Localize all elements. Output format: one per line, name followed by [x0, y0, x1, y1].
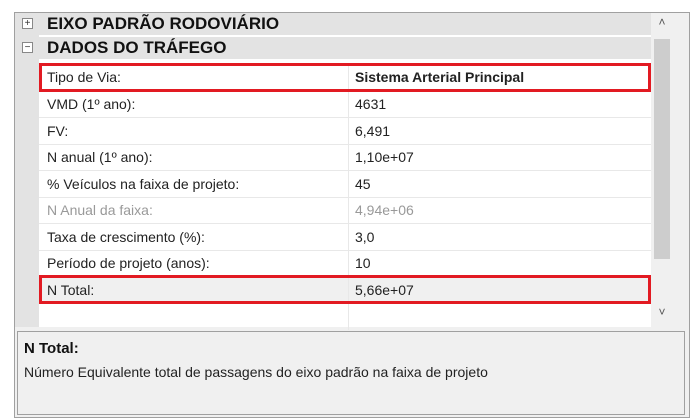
category-dados-trafego[interactable]: − DADOS DO TRÁFEGO [15, 37, 651, 59]
property-grid: + EIXO PADRÃO RODOVIÁRIO − DADOS DO TRÁF… [15, 13, 651, 330]
help-description: Número Equivalente total de passagens do… [24, 364, 488, 380]
row-value: 4,94e+06 [355, 202, 414, 218]
category-label: EIXO PADRÃO RODOVIÁRIO [47, 14, 280, 33]
row-label: N Anual da faixa: [47, 202, 153, 218]
row-n-total[interactable]: N Total: 5,66e+07 [39, 277, 651, 304]
row-n-anual[interactable]: N anual (1º ano): 1,10e+07 [39, 144, 651, 171]
row-value[interactable]: 45 [355, 176, 371, 192]
row-label: FV: [47, 123, 69, 139]
row-value[interactable]: 6,491 [355, 123, 391, 139]
row-fv[interactable]: FV: 6,491 [39, 118, 651, 145]
scrollbar-thumb[interactable] [654, 39, 670, 259]
row-value[interactable]: 5,66e+07 [355, 282, 414, 298]
row-veiculos-faixa[interactable]: % Veículos na faixa de projeto: 45 [39, 171, 651, 198]
highlight-box-n-total [39, 275, 651, 304]
grid-gutter [15, 13, 39, 327]
category-eixo-padrao[interactable]: + EIXO PADRÃO RODOVIÁRIO [15, 13, 651, 35]
row-taxa-crescimento[interactable]: Taxa de crescimento (%): 3,0 [39, 224, 651, 251]
scroll-up-icon[interactable]: ˄ [658, 15, 666, 29]
row-label: % Veículos na faixa de projeto: [47, 176, 240, 192]
collapse-icon[interactable]: − [22, 42, 33, 53]
help-title: N Total: [24, 340, 79, 357]
row-n-anual-faixa[interactable]: N Anual da faixa: 4,94e+06 [39, 197, 651, 224]
expand-icon[interactable]: + [22, 18, 33, 29]
row-label: Tipo de Via: [47, 69, 121, 85]
highlight-box-tipo-de-via [39, 63, 651, 92]
row-value[interactable]: 1,10e+07 [355, 149, 414, 165]
help-panel: N Total: Número Equivalente total de pas… [17, 331, 685, 415]
vertical-scrollbar[interactable]: ˄ ˅ [651, 13, 673, 327]
row-label: VMD (1º ano): [47, 96, 136, 112]
row-value[interactable]: 3,0 [355, 229, 375, 245]
row-empty [39, 304, 651, 330]
scroll-down-icon[interactable]: ˅ [658, 305, 666, 319]
property-grid-panel: + EIXO PADRÃO RODOVIÁRIO − DADOS DO TRÁF… [14, 12, 690, 418]
row-periodo-projeto[interactable]: Período de projeto (anos): 10 [39, 250, 651, 277]
category-label: DADOS DO TRÁFEGO [47, 38, 227, 57]
row-vmd[interactable]: VMD (1º ano): 4631 [39, 91, 651, 118]
row-value[interactable]: Sistema Arterial Principal [355, 69, 525, 85]
row-value[interactable]: 4631 [355, 96, 387, 112]
row-value[interactable]: 10 [355, 255, 371, 271]
row-label: N anual (1º ano): [47, 149, 153, 165]
row-label: Período de projeto (anos): [47, 255, 210, 271]
row-label: Taxa de crescimento (%): [47, 229, 205, 245]
row-label: N Total: [47, 282, 95, 298]
